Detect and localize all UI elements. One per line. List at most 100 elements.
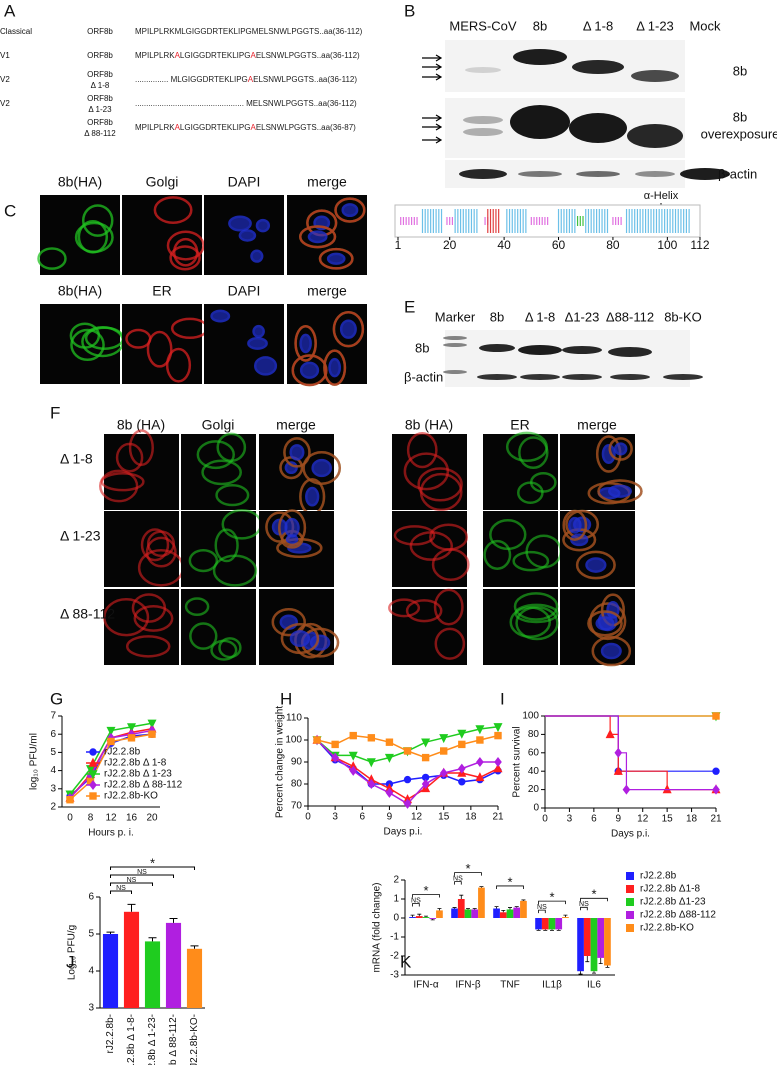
error-bar: [430, 918, 435, 921]
significance-label: NS: [579, 901, 589, 908]
y-tick-label: 3: [88, 1003, 94, 1014]
nucleus: [341, 203, 359, 218]
cell: [518, 436, 549, 470]
cell: [146, 330, 173, 368]
x-tick-label: TNF: [500, 980, 519, 991]
sequence-segment: ............... MLGIGGDRTEKLIPG: [135, 75, 248, 84]
x-tick-label: 16: [126, 813, 138, 824]
lane-label: Δ 1-23: [636, 18, 674, 33]
error-bar: [578, 971, 583, 975]
error-bar: [550, 929, 554, 931]
band: [572, 60, 624, 74]
panel-letter: A: [4, 1, 16, 20]
cell: [393, 525, 436, 546]
cell: [128, 429, 154, 467]
cell: [184, 597, 210, 616]
nucleus: [250, 249, 264, 263]
marker: [366, 758, 376, 768]
x-tick-label: 12: [637, 814, 649, 825]
error-bar: [592, 971, 596, 974]
blot-label: 8b: [733, 63, 747, 78]
marker: [476, 756, 484, 768]
band: [562, 346, 602, 354]
bar: [144, 941, 161, 1008]
significance-label: NS: [453, 875, 463, 882]
error-bar: [543, 929, 548, 931]
panel-letter: I: [500, 689, 505, 708]
y-tick-label: -3: [390, 970, 399, 981]
sequence-segment: A: [250, 123, 256, 132]
image-header: merge: [307, 283, 347, 299]
x-tick-label: 12: [411, 812, 423, 823]
image-header: ER: [152, 283, 171, 299]
nucleus: [567, 516, 582, 534]
cell: [403, 452, 450, 491]
cell: [291, 354, 328, 387]
bar: [499, 912, 507, 918]
cell: [276, 537, 323, 558]
marker: [367, 734, 376, 742]
x-axis-label: Days p.i.: [384, 827, 423, 838]
bar: [186, 948, 203, 1008]
marker: [613, 765, 623, 775]
marker: [349, 731, 357, 740]
cell: [212, 554, 258, 587]
image-header: 8b (HA): [117, 417, 165, 433]
cell: [591, 635, 632, 667]
band: [576, 171, 620, 177]
cell: [405, 599, 443, 623]
legend-swatch: [626, 911, 634, 919]
cell: [201, 459, 242, 486]
significance-label: NS: [411, 897, 421, 904]
marker: [421, 778, 430, 790]
error-bar: [514, 906, 519, 908]
cell: [433, 588, 464, 626]
y-tick-label: -2: [390, 951, 399, 962]
sequence-segment: A: [175, 123, 181, 132]
lane-label: Δ1-23: [565, 309, 600, 324]
significance-label: *: [591, 887, 596, 902]
legend-label: rJ2.2.8b: [640, 871, 677, 882]
y-tick-label: 0: [533, 803, 539, 814]
y-tick-label: 0: [393, 913, 399, 924]
marker: [605, 729, 615, 739]
bar: [464, 909, 472, 918]
cell: [334, 197, 366, 223]
marker: [493, 723, 503, 733]
cell: [483, 539, 512, 570]
y-tick-label: 80: [291, 779, 303, 790]
legend-label: rJ2.2.8b-KO: [104, 791, 158, 802]
legend-label: rJ2.2.8b Δ 88-112: [104, 780, 183, 791]
nucleus: [247, 336, 268, 350]
error-bar: [494, 906, 499, 909]
significance-bracket: [454, 881, 462, 885]
lane-label: MERS-CoV: [449, 18, 517, 33]
legend-swatch: [626, 898, 634, 906]
nucleus: [299, 361, 320, 379]
lane-label: Δ 1-8: [525, 309, 555, 324]
significance-bracket: [412, 894, 440, 898]
error-bar: [605, 965, 610, 968]
variant-label: V2: [0, 75, 10, 84]
panel-letter: K: [400, 952, 412, 971]
image-header: merge: [307, 174, 347, 190]
bar: [597, 918, 605, 958]
cell: [302, 450, 342, 485]
error-bar: [466, 908, 470, 910]
tick-label: 20: [443, 238, 457, 252]
band: [518, 345, 562, 355]
x-tick-label: 0: [305, 812, 311, 823]
band: [463, 128, 503, 136]
marker: [66, 796, 74, 804]
lane-label: 8b: [490, 309, 504, 324]
band: [631, 70, 679, 82]
nucleus: [607, 484, 632, 498]
arrows-b: [422, 54, 443, 144]
nucleus: [252, 324, 265, 338]
image-header: merge: [577, 417, 617, 433]
bar: [520, 900, 527, 918]
image-header: 8b(HA): [58, 283, 102, 299]
marker: [147, 719, 157, 729]
legend-label: rJ2.2.8b Δ1-8: [640, 884, 700, 895]
